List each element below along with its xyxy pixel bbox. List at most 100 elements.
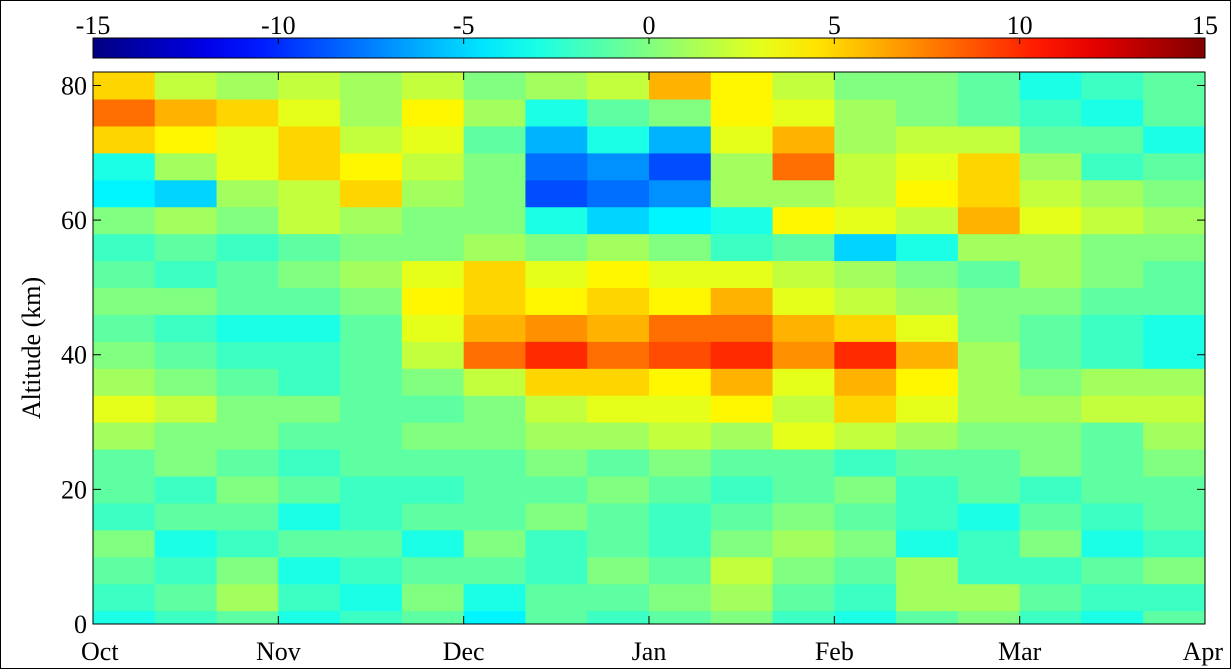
plot-axes: 0 20 40 60 80 Oct Nov Dec Jan Feb Mar Apr — [61, 71, 1223, 666]
heatmap-cell — [93, 206, 156, 235]
heatmap-cell — [896, 125, 959, 154]
heatmap-cell — [710, 287, 774, 315]
heatmap-cell — [463, 448, 527, 477]
x-tick-label: Feb — [815, 637, 854, 666]
heatmap-cell — [957, 368, 1021, 396]
heatmap-cell — [1143, 206, 1205, 235]
heatmap-cell — [340, 98, 403, 127]
heatmap-cell — [401, 610, 465, 624]
heatmap-cell — [154, 395, 218, 423]
heatmap-cell — [401, 314, 465, 342]
heatmap-cell — [463, 206, 527, 235]
heatmap-cell — [525, 206, 588, 235]
heatmap-cell — [278, 179, 341, 208]
heatmap-cell — [1019, 72, 1083, 100]
heatmap-cell — [93, 475, 156, 504]
heatmap-cell — [587, 98, 650, 127]
heatmap-cell — [93, 583, 156, 612]
heatmap-cell — [710, 152, 774, 181]
heatmap-cell — [710, 556, 774, 585]
x-tick-label: Dec — [443, 637, 485, 666]
heatmap-cell — [401, 72, 465, 100]
heatmap-cell — [1019, 556, 1083, 585]
heatmap-cell — [1019, 502, 1083, 531]
heatmap-cell — [834, 179, 897, 208]
heatmap-cell — [525, 448, 588, 477]
heatmap-cell — [1019, 287, 1083, 315]
heatmap-cell — [710, 98, 774, 127]
heatmap-cell — [957, 72, 1021, 100]
heatmap-cell — [772, 422, 835, 450]
heatmap-cell — [1143, 610, 1205, 624]
heatmap-cell — [957, 502, 1021, 531]
heatmap-cell — [772, 152, 835, 181]
heatmap-cell — [772, 98, 835, 127]
heatmap-cell — [649, 395, 712, 423]
heatmap-cell — [154, 368, 218, 396]
heatmap-cell — [896, 206, 959, 235]
heatmap-cell — [710, 179, 774, 208]
heatmap-cell — [463, 610, 527, 624]
heatmap-cell — [834, 502, 897, 531]
heatmap-cell — [93, 233, 156, 262]
heatmap-cell — [1081, 260, 1144, 289]
heatmap-cell — [649, 341, 712, 369]
heatmap-cell — [401, 125, 465, 154]
colorbar-tick-label: -10 — [261, 11, 296, 40]
heatmap-cell — [896, 529, 959, 558]
heatmap-cell — [1081, 556, 1144, 585]
heatmap-cell — [93, 502, 156, 531]
heatmap-cell — [401, 287, 465, 315]
heatmap-cell — [525, 72, 588, 100]
x-tick-label: Nov — [256, 637, 301, 666]
heatmap-cell — [216, 179, 279, 208]
heatmap-cell — [278, 422, 341, 450]
y-tick-label: 80 — [61, 71, 87, 100]
heatmap-cell — [463, 529, 527, 558]
heatmap-cell — [278, 233, 341, 262]
heatmap-cell — [834, 556, 897, 585]
heatmap-cell — [93, 341, 156, 369]
heatmap-cell — [154, 422, 218, 450]
heatmap-cell — [1019, 395, 1083, 423]
heatmap-cell — [1081, 125, 1144, 154]
colorbar-tick-label: 10 — [1007, 11, 1033, 40]
heatmap-cell — [154, 152, 218, 181]
heatmap-cell — [216, 260, 279, 289]
heatmap-cell — [340, 125, 403, 154]
heatmap-cell — [710, 233, 774, 262]
heatmap-cell — [278, 556, 341, 585]
heatmap-cell — [1143, 475, 1205, 504]
heatmap-cell — [154, 287, 218, 315]
heatmap-cell — [1143, 395, 1205, 423]
heatmap-cell — [710, 395, 774, 423]
heatmap-cell — [896, 368, 959, 396]
heatmap-cell — [649, 72, 712, 100]
heatmap-cell — [834, 529, 897, 558]
heatmap-cell — [93, 448, 156, 477]
heatmap-cell — [463, 422, 527, 450]
heatmap-cell — [1081, 422, 1144, 450]
heatmap-cell — [340, 368, 403, 396]
heatmap-cell — [834, 125, 897, 154]
heatmap-cell — [463, 179, 527, 208]
heatmap-cell — [340, 206, 403, 235]
heatmap-cell — [278, 287, 341, 315]
heatmap-cell — [834, 287, 897, 315]
heatmap-cell — [525, 556, 588, 585]
heatmap-cell — [772, 556, 835, 585]
heatmap-cell — [834, 152, 897, 181]
heatmap-cell — [1081, 368, 1144, 396]
heatmap-cell — [525, 341, 588, 369]
heatmap-cell — [463, 368, 527, 396]
heatmap-cell — [896, 448, 959, 477]
heatmap-cell — [154, 475, 218, 504]
heatmap-cell — [587, 179, 650, 208]
colorbar-tick-label: 15 — [1192, 11, 1218, 40]
heatmap-cell — [278, 341, 341, 369]
heatmap-cell — [401, 448, 465, 477]
heatmap-cell — [93, 125, 156, 154]
heatmap-cell — [957, 206, 1021, 235]
heatmap-cell — [587, 583, 650, 612]
heatmap-cell — [401, 233, 465, 262]
